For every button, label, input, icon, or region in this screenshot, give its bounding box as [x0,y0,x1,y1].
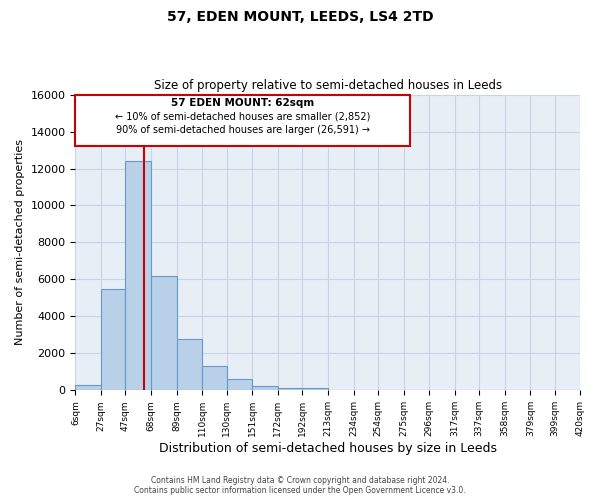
Bar [125,161,151,390]
Bar [278,388,302,390]
Text: ← 10% of semi-detached houses are smaller (2,852): ← 10% of semi-detached houses are smalle… [115,112,370,122]
Y-axis label: Number of semi-detached properties: Number of semi-detached properties [15,140,25,346]
X-axis label: Distribution of semi-detached houses by size in Leeds: Distribution of semi-detached houses by … [159,442,497,455]
Bar [101,288,125,390]
FancyBboxPatch shape [76,94,410,146]
Bar [302,388,328,390]
Text: 57 EDEN MOUNT: 62sqm: 57 EDEN MOUNT: 62sqm [171,98,314,108]
Bar [76,385,101,390]
Title: Size of property relative to semi-detached houses in Leeds: Size of property relative to semi-detach… [154,79,502,92]
Text: 57, EDEN MOUNT, LEEDS, LS4 2TD: 57, EDEN MOUNT, LEEDS, LS4 2TD [167,10,433,24]
Bar [227,380,253,390]
Text: 90% of semi-detached houses are larger (26,591) →: 90% of semi-detached houses are larger (… [116,125,370,135]
Bar [202,366,227,390]
Text: Contains HM Land Registry data © Crown copyright and database right 2024.
Contai: Contains HM Land Registry data © Crown c… [134,476,466,495]
Bar [176,338,202,390]
Bar [253,386,278,390]
Bar [151,276,176,390]
